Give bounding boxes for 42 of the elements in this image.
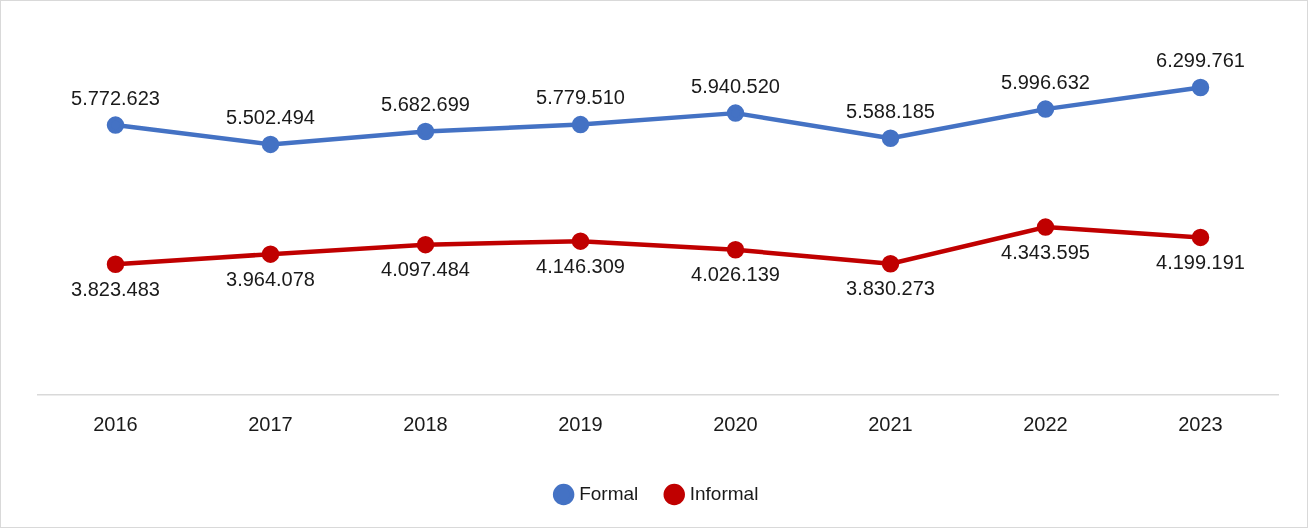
x-tick-label: 2018 [403,412,448,435]
x-tick-label: 2017 [248,412,293,435]
data-label: 5.502.494 [226,105,315,128]
x-tick-label: 2021 [868,412,913,435]
point [106,116,125,134]
data-label: 3.823.483 [71,277,160,300]
point [1191,78,1210,97]
data-label: 5.682.699 [381,93,470,116]
data-label: 6.299.761 [1156,49,1245,71]
data-label: 4.199.191 [1156,250,1245,273]
data-label: 4.146.309 [536,254,625,277]
point [1036,218,1055,236]
point [571,232,590,250]
point [261,245,280,263]
point [416,122,435,141]
point [726,104,745,122]
x-tick-label: 2016 [93,412,138,435]
point [416,235,435,254]
point [881,129,900,148]
point [571,115,590,134]
x-tick-label: 2023 [1178,412,1223,435]
data-label: 3.964.078 [226,267,315,290]
point [106,255,125,273]
data-label: 5.779.510 [536,86,625,109]
x-tick-label: 2019 [558,412,603,435]
point [1036,100,1055,118]
data-label: 4.343.595 [1001,240,1090,263]
x-tick-label: 2020 [713,412,758,435]
legend-label: Informal [689,482,759,504]
point [726,241,745,259]
point [1191,228,1210,247]
legend-label: Formal [579,482,639,504]
data-label: 4.097.484 [381,258,470,281]
data-label: 5.772.623 [71,86,160,109]
data-label: 4.026.139 [691,263,780,286]
point [881,254,900,273]
data-label: 5.940.520 [691,74,780,97]
data-label: 5.996.632 [1001,70,1090,93]
data-label: 3.830.273 [846,277,935,300]
data-label: 5.588.185 [846,99,935,122]
point [261,135,280,154]
x-tick-label: 2022 [1023,412,1068,435]
